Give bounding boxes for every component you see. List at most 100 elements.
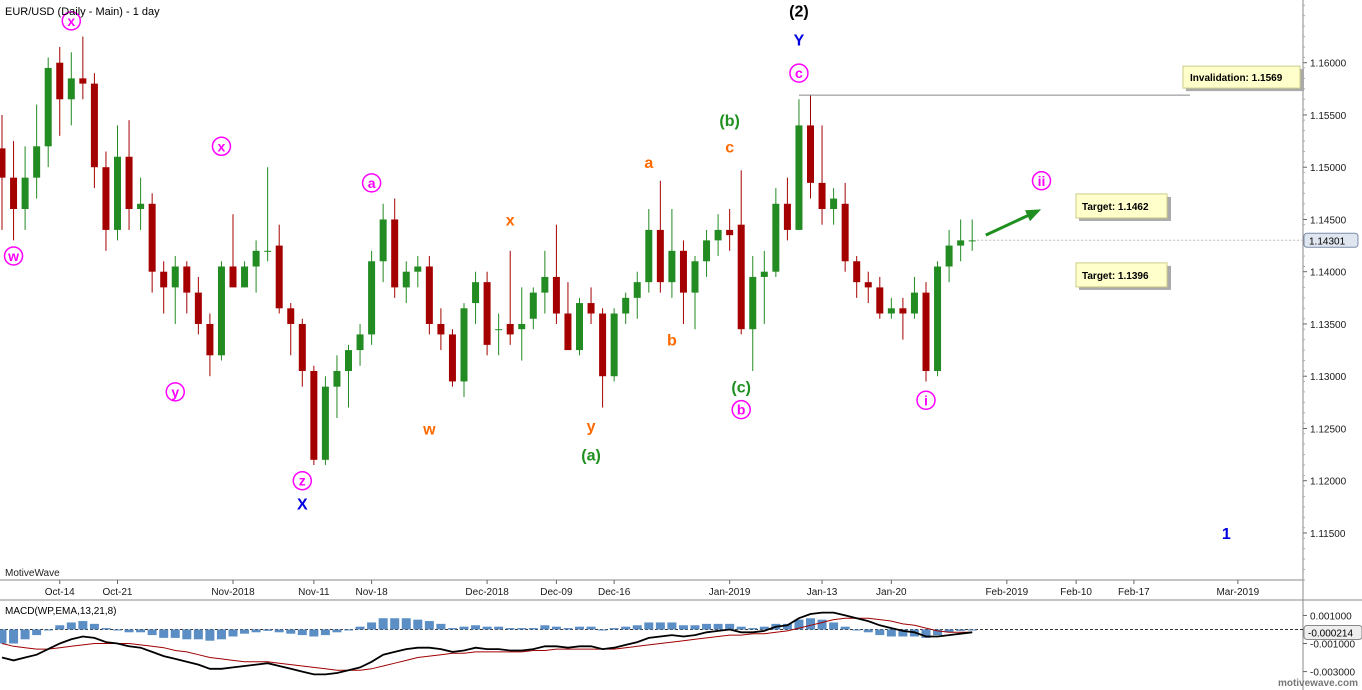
macd-histogram-bar <box>274 629 284 633</box>
price-tick-label: 1.16000 <box>1310 59 1347 70</box>
macd-histogram-bar <box>794 619 804 630</box>
macd-histogram-bar <box>424 621 434 630</box>
macd-label: MACD(WP,EMA,13,21,8) <box>5 606 117 617</box>
macd-histogram-bar <box>667 622 677 630</box>
macd-histogram-bar <box>32 629 42 636</box>
candle-body <box>853 261 861 283</box>
candle-body <box>275 245 283 309</box>
candle-body <box>10 177 18 210</box>
macd-histogram-bar <box>528 628 538 630</box>
wave-label: (2) <box>789 3 809 20</box>
price-tick-label: 1.12000 <box>1310 477 1347 488</box>
macd-histogram-bar <box>817 619 827 630</box>
macd-histogram-bar <box>898 629 908 637</box>
watermark: motivewave.com <box>1278 678 1358 689</box>
wave-label: y <box>171 384 179 400</box>
date-tick-label: Jan-20 <box>876 587 907 598</box>
date-tick-label: Oct-14 <box>45 587 75 598</box>
target-label: Target: 1.1396 <box>1082 271 1149 282</box>
date-tick-label: Feb-10 <box>1060 587 1092 598</box>
macd-histogram-bar <box>193 629 203 640</box>
candle-body <box>148 203 156 272</box>
candle-body <box>934 266 942 371</box>
wave-label: X <box>297 497 308 514</box>
wave-label: (c) <box>731 380 751 397</box>
target-box <box>1075 193 1168 219</box>
candle-body <box>194 292 202 324</box>
macd-histogram-bar <box>863 629 873 633</box>
macd-histogram-bar <box>586 626 596 630</box>
macd-histogram-bar <box>575 626 584 630</box>
candle-body <box>217 266 225 356</box>
macd-histogram-bar <box>540 625 550 630</box>
candle-body <box>714 229 722 241</box>
candle-body <box>841 203 849 262</box>
candle-body <box>402 271 410 288</box>
candle-body <box>876 287 884 314</box>
wave-label-circle <box>789 63 809 83</box>
wave-label: b <box>667 333 677 350</box>
wave-label: c <box>795 65 803 81</box>
macd-histogram-bar <box>447 628 457 630</box>
candle-body <box>414 266 422 272</box>
wave-label-circle <box>361 173 382 193</box>
macd-histogram-bar <box>101 628 111 630</box>
candle-body <box>321 386 329 460</box>
candle-body <box>437 323 445 335</box>
macd-histogram-bar <box>875 629 885 636</box>
date-tick-label: Nov-18 <box>355 587 388 598</box>
candle-body <box>264 250 272 252</box>
candle-body <box>391 219 399 288</box>
macd-histogram-bar <box>933 629 943 636</box>
candle-body <box>333 370 341 387</box>
candle-body <box>160 271 168 288</box>
candle-body <box>749 276 757 330</box>
wave-label: c <box>725 139 734 156</box>
macd-histogram-bar <box>228 629 238 637</box>
candle-body <box>945 245 953 267</box>
macd-histogram-bar <box>0 629 7 644</box>
macd-histogram-bar <box>517 628 527 630</box>
macd-histogram-bar <box>251 629 261 633</box>
macd-histogram-bar <box>147 629 157 636</box>
candle-body <box>33 146 41 178</box>
candle-body <box>760 271 768 277</box>
candle-body <box>183 266 191 293</box>
candle-body <box>807 125 814 183</box>
date-tick-label: Jan-13 <box>807 587 838 598</box>
macd-histogram-bar <box>690 625 700 630</box>
annotations: Invalidation: 1.1569 Target: 1.1462 Target… <box>798 65 1304 290</box>
macd-histogram-bar <box>956 629 966 631</box>
wave-label-circle <box>731 399 751 420</box>
target-box <box>1075 262 1168 288</box>
wave-label-circle <box>292 470 313 491</box>
price-tick-label: 1.14500 <box>1310 215 1347 226</box>
candle-body <box>529 292 537 319</box>
wave-label: 1 <box>1222 526 1231 543</box>
target-label: Target: 1.1462 <box>1082 202 1149 213</box>
wave-label: i <box>924 392 928 408</box>
macd-histogram-bar <box>852 629 862 631</box>
candle-body <box>21 177 29 210</box>
wave-label: x <box>218 138 226 154</box>
date-tick-label: Oct-21 <box>102 587 132 598</box>
candle-body <box>310 370 318 460</box>
wave-label: b <box>737 402 746 418</box>
candle-body <box>495 329 503 331</box>
candle-body <box>691 261 699 293</box>
candle-body <box>899 308 907 314</box>
macd-histogram-bar <box>886 629 896 637</box>
macd-histogram-bar <box>413 619 423 630</box>
wave-label-circle <box>916 390 936 411</box>
candle-body <box>56 62 64 100</box>
wave-label-circle <box>165 382 185 402</box>
macd-tick-label: -0.003000 <box>1310 668 1355 679</box>
candle-body <box>79 78 87 84</box>
macd-histogram-bar <box>806 618 815 630</box>
price-tick-label: 1.14000 <box>1310 268 1347 279</box>
macd-histogram-bar <box>113 629 122 631</box>
candle-body <box>968 240 976 242</box>
candle-body <box>541 276 549 293</box>
macd-histogram-bar <box>240 629 250 634</box>
